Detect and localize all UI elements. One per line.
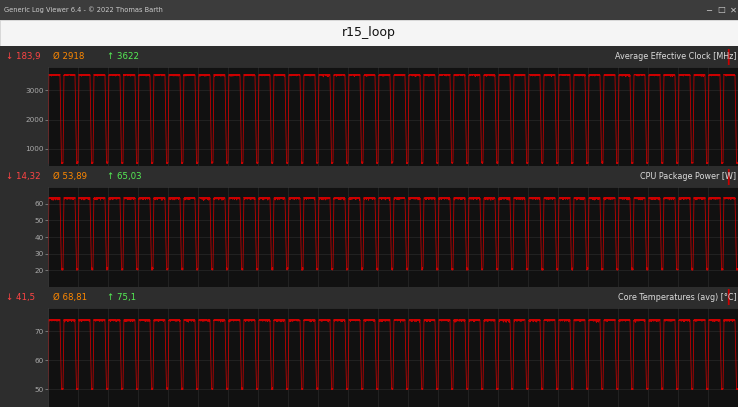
- Text: Average Effective Clock [MHz]: Average Effective Clock [MHz]: [615, 52, 737, 61]
- Text: Ø 68,81: Ø 68,81: [53, 293, 87, 302]
- Text: ✕: ✕: [730, 5, 737, 14]
- Text: |: |: [725, 48, 731, 65]
- Text: Ø 2918: Ø 2918: [53, 52, 85, 61]
- Text: |: |: [725, 169, 731, 185]
- Text: ↓ 183,9: ↓ 183,9: [6, 52, 41, 61]
- Text: |: |: [725, 289, 731, 305]
- Text: ↓ 14,32: ↓ 14,32: [6, 172, 41, 182]
- Text: CPU Package Power [W]: CPU Package Power [W]: [641, 172, 737, 182]
- Text: ─: ─: [706, 5, 711, 14]
- Text: ↑ 75,1: ↑ 75,1: [107, 293, 136, 302]
- Text: ↑ 3622: ↑ 3622: [107, 52, 139, 61]
- X-axis label: Time: Time: [384, 299, 402, 308]
- Text: Generic Log Viewer 6.4 - © 2022 Thomas Barth: Generic Log Viewer 6.4 - © 2022 Thomas B…: [4, 7, 162, 13]
- Text: Ø 53,89: Ø 53,89: [53, 172, 87, 182]
- Text: ↑ 65,03: ↑ 65,03: [107, 172, 142, 182]
- Text: □: □: [717, 5, 725, 14]
- Text: r15_loop: r15_loop: [342, 26, 396, 39]
- Text: ↓ 41,5: ↓ 41,5: [6, 293, 35, 302]
- X-axis label: Time: Time: [384, 178, 402, 187]
- Text: Core Temperatures (avg) [°C]: Core Temperatures (avg) [°C]: [618, 293, 737, 302]
